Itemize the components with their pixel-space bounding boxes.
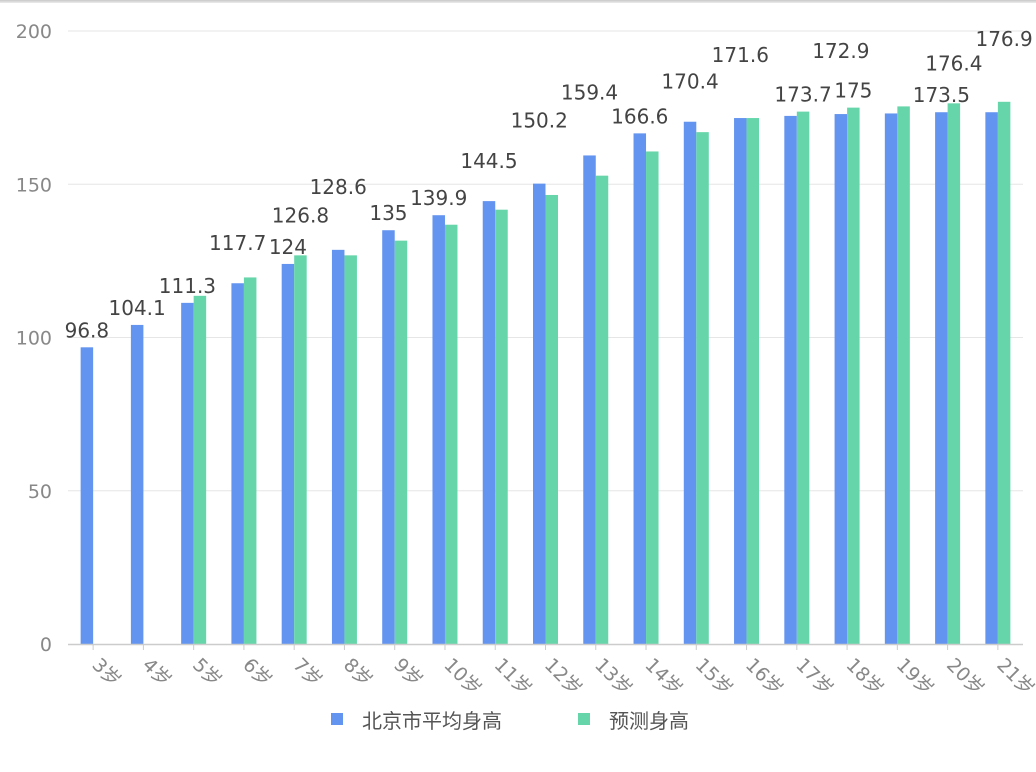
window-top-border (0, 0, 1036, 3)
bar[interactable] (432, 215, 445, 645)
bar[interactable] (683, 121, 697, 644)
data-label: 172.9 (812, 39, 869, 63)
bar[interactable] (997, 101, 1011, 644)
legend-item-beijing-avg[interactable]: 北京市平均身高 (331, 704, 502, 734)
data-label: 170.4 (661, 70, 718, 94)
data-label: 135 (369, 201, 407, 225)
bar[interactable] (80, 347, 94, 644)
bar[interactable] (533, 183, 546, 644)
bar[interactable] (784, 115, 797, 644)
data-label: 124 (269, 235, 307, 259)
data-label: 175 (834, 79, 872, 103)
bar[interactable] (897, 106, 910, 645)
x-tick-label: 13岁 (590, 654, 636, 700)
bar[interactable] (382, 230, 395, 644)
x-tick-label: 12岁 (540, 654, 586, 700)
bar[interactable] (834, 114, 848, 644)
legend-label: 预测身高 (609, 708, 689, 733)
x-tick-label: 7岁 (289, 654, 327, 692)
y-tick-label: 0 (40, 634, 52, 656)
data-label: 111.3 (159, 274, 216, 298)
y-tick-label: 100 (16, 328, 52, 350)
bar[interactable] (746, 118, 760, 644)
y-tick-label: 200 (16, 21, 52, 43)
bar[interactable] (444, 224, 458, 644)
x-axis: 3岁 4岁 5岁 6岁 7岁 8岁 9岁 10岁 11岁 12岁 13岁 14岁 15岁 16岁 17岁 18… (68, 643, 1036, 700)
bar[interactable] (935, 112, 948, 644)
x-tick-label: 5岁 (188, 654, 226, 692)
bar[interactable] (796, 111, 810, 644)
bar[interactable] (583, 155, 596, 644)
bar[interactable] (294, 255, 307, 644)
bar[interactable] (847, 107, 860, 644)
bar[interactable] (696, 132, 709, 644)
x-tick-label: 21岁 (992, 654, 1036, 700)
bar[interactable] (231, 283, 244, 644)
bar[interactable] (595, 175, 609, 644)
legend-label: 北京市平均身高 (362, 708, 502, 733)
legend: 北京市平均身高 预测身高 (0, 704, 1036, 734)
bar[interactable] (495, 209, 508, 644)
bar[interactable] (130, 324, 144, 644)
x-tick-label: 11岁 (490, 654, 536, 700)
data-label: 173.7 (774, 83, 831, 107)
x-tick-label: 4岁 (138, 654, 176, 692)
data-label: 176.4 (925, 51, 982, 75)
data-label: 171.6 (712, 43, 769, 67)
bar[interactable] (243, 277, 257, 644)
x-tick-label: 15岁 (691, 654, 737, 700)
bar[interactable] (331, 249, 345, 644)
legend-item-predicted[interactable]: 预测身高 (578, 704, 689, 734)
x-tick-label: 9岁 (389, 654, 427, 692)
x-tick-label: 8岁 (339, 654, 377, 692)
x-tick-label: 14岁 (640, 654, 686, 700)
bar[interactable] (947, 103, 961, 645)
y-tick-label: 150 (16, 174, 52, 196)
x-tick-label: 19岁 (892, 654, 938, 700)
x-tick-label: 17岁 (791, 654, 837, 700)
data-label: 126.8 (272, 203, 329, 227)
legend-swatch-square-icon (331, 713, 343, 725)
bar[interactable] (181, 302, 194, 644)
x-tick-label: 10岁 (439, 654, 485, 700)
bar[interactable] (344, 255, 357, 644)
x-tick-label: 6岁 (238, 654, 276, 692)
bar-series (80, 101, 1011, 645)
x-tick-label: 3岁 (88, 654, 126, 692)
data-label: 128.6 (310, 175, 367, 199)
data-label: 117.7 (209, 231, 266, 255)
legend-swatch-square-icon (578, 713, 590, 725)
data-label: 176.9 (975, 27, 1032, 51)
data-label: 139.9 (410, 186, 467, 210)
x-tick-label: 20岁 (942, 654, 988, 700)
bar[interactable] (545, 194, 559, 645)
x-tick-label: 16岁 (741, 654, 787, 700)
data-label: 173.5 (913, 83, 970, 107)
data-label: 159.4 (561, 80, 618, 104)
data-label: 166.6 (611, 104, 668, 128)
x-tick-label: 18岁 (842, 654, 888, 700)
bar[interactable] (734, 118, 747, 644)
data-label: 150.2 (511, 109, 568, 133)
bar[interactable] (482, 201, 496, 645)
bar[interactable] (985, 112, 998, 644)
bar[interactable] (193, 295, 207, 644)
bar[interactable] (394, 240, 408, 644)
data-label: 144.5 (460, 149, 517, 173)
data-label: 96.8 (65, 318, 110, 342)
bar[interactable] (281, 263, 295, 644)
data-label: 104.1 (109, 296, 166, 320)
bar[interactable] (646, 151, 659, 644)
bar[interactable] (884, 113, 898, 645)
y-tick-label: 50 (28, 481, 52, 503)
y-axis-labels: 0 50 100 150 200 (16, 21, 52, 656)
bar[interactable] (633, 133, 647, 644)
